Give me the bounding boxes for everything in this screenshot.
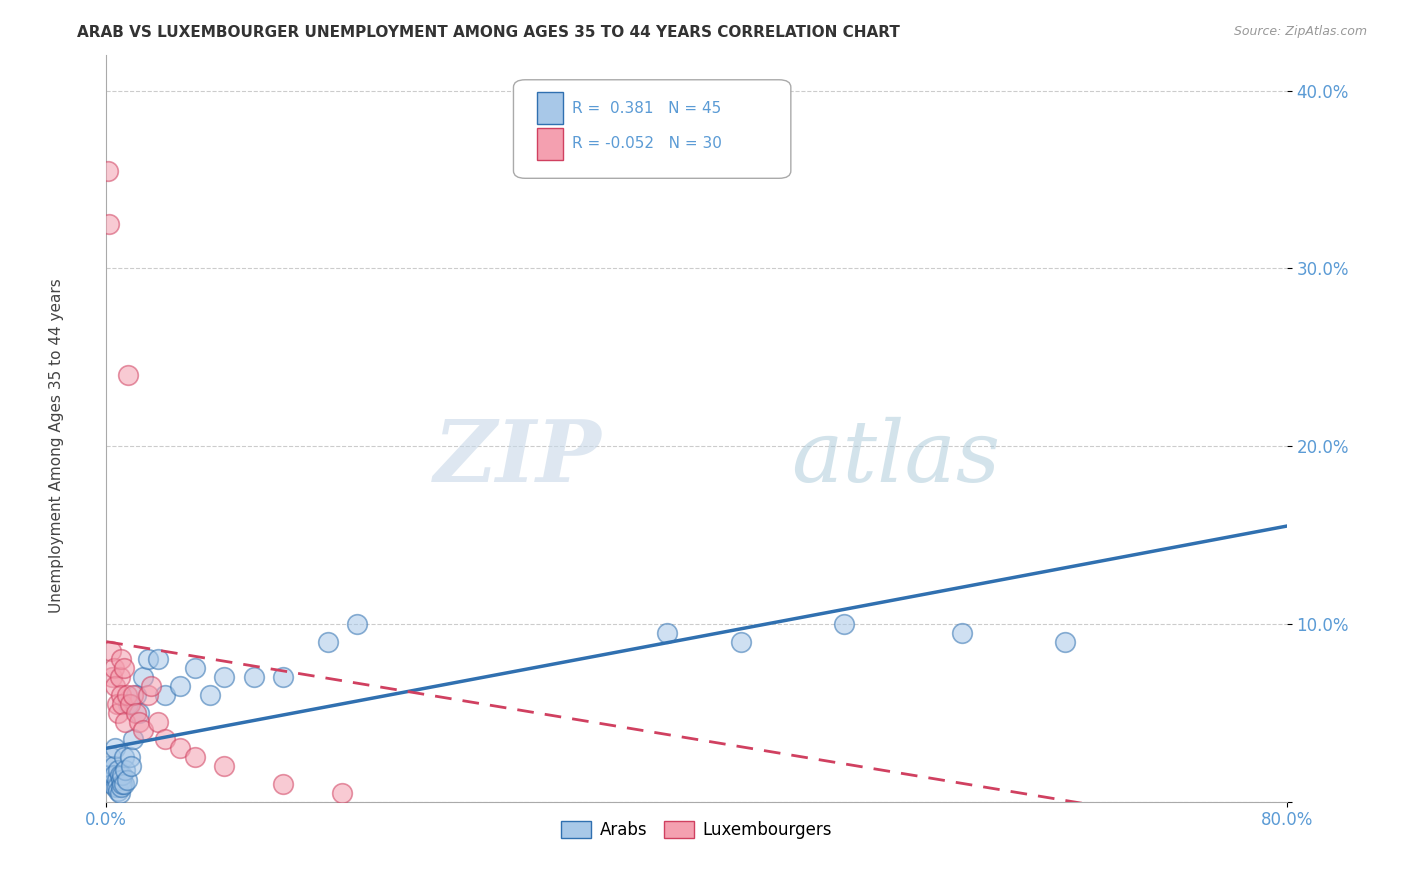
Point (103, 768, 125, 782)
Point (103, 661, 125, 675)
Point (112, 750, 135, 764)
Text: R =  0.381   N = 45: R = 0.381 N = 45 (572, 101, 721, 116)
Point (100, 750, 122, 764)
Point (1054, 634, 1077, 648)
Point (950, 625, 973, 640)
Point (112, 777, 135, 791)
Point (132, 723, 155, 738)
Point (117, 697, 139, 711)
Point (115, 773, 138, 788)
Point (316, 634, 339, 648)
Point (117, 368, 139, 382)
FancyBboxPatch shape (537, 128, 562, 160)
Point (132, 670, 155, 684)
FancyBboxPatch shape (513, 79, 790, 178)
Point (105, 697, 128, 711)
Text: Source: ZipAtlas.com: Source: ZipAtlas.com (1233, 25, 1367, 38)
Point (115, 688, 138, 702)
Point (139, 679, 162, 693)
Point (271, 670, 294, 684)
Point (97, 163, 120, 178)
Point (136, 688, 159, 702)
Point (103, 759, 125, 773)
Point (114, 714, 136, 729)
Text: atlas: atlas (790, 417, 1000, 500)
Text: ZIP: ZIP (434, 417, 602, 500)
Point (101, 670, 124, 684)
Point (730, 634, 752, 648)
Point (271, 777, 294, 791)
Point (198, 688, 221, 702)
Point (107, 784, 129, 798)
Point (111, 768, 134, 782)
Text: R = -0.052   N = 30: R = -0.052 N = 30 (572, 136, 723, 152)
Point (242, 670, 264, 684)
Point (104, 741, 127, 756)
Text: Unemployment Among Ages 35 to 44 years: Unemployment Among Ages 35 to 44 years (49, 278, 63, 614)
Point (101, 777, 124, 791)
Legend: Arabs, Luxembourgers: Arabs, Luxembourgers (554, 814, 838, 846)
Point (98, 217, 121, 231)
Point (155, 732, 177, 747)
Point (110, 688, 132, 702)
Point (107, 763, 129, 777)
Point (108, 670, 131, 684)
Point (110, 652, 132, 666)
Point (128, 706, 150, 720)
Point (146, 714, 169, 729)
Point (121, 732, 143, 747)
Point (104, 679, 127, 693)
Point (214, 759, 236, 773)
Point (118, 750, 141, 764)
Point (214, 670, 236, 684)
Point (346, 616, 368, 631)
Point (120, 759, 142, 773)
Point (184, 750, 207, 764)
Point (98, 768, 121, 782)
Point (100, 643, 122, 657)
Point (105, 780, 128, 795)
Point (108, 768, 131, 782)
Point (169, 679, 191, 693)
Point (107, 706, 129, 720)
Point (832, 616, 855, 631)
Point (330, 786, 353, 800)
Point (125, 706, 148, 720)
Point (112, 661, 135, 675)
Point (169, 741, 191, 756)
Point (121, 688, 143, 702)
Point (128, 714, 150, 729)
Point (111, 697, 134, 711)
Point (110, 773, 132, 788)
Point (110, 780, 132, 795)
Point (155, 688, 177, 702)
Point (108, 786, 131, 800)
Point (136, 652, 159, 666)
Point (104, 780, 127, 795)
Point (184, 661, 207, 675)
Point (655, 625, 678, 640)
Point (105, 773, 128, 788)
FancyBboxPatch shape (537, 93, 562, 124)
Point (146, 652, 169, 666)
Point (118, 697, 141, 711)
Text: ARAB VS LUXEMBOURGER UNEMPLOYMENT AMONG AGES 35 TO 44 YEARS CORRELATION CHART: ARAB VS LUXEMBOURGER UNEMPLOYMENT AMONG … (77, 25, 900, 40)
Point (97, 759, 120, 773)
Point (125, 688, 148, 702)
Point (114, 763, 136, 777)
Point (111, 777, 134, 791)
